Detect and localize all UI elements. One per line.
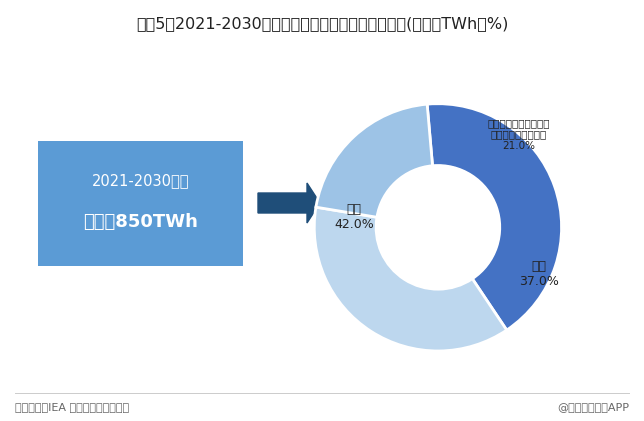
Text: 2021-2030年：: 2021-2030年： (91, 173, 189, 189)
Wedge shape (316, 104, 433, 217)
Text: 其他
37.0%: 其他 37.0% (519, 260, 559, 288)
Circle shape (376, 165, 500, 289)
Wedge shape (314, 207, 507, 351)
FancyBboxPatch shape (38, 141, 243, 266)
Polygon shape (258, 183, 320, 223)
Wedge shape (427, 104, 562, 330)
Text: 新增近850TWh: 新增近850TWh (83, 213, 198, 231)
Text: 资料来源：IEA 前瞻产业研究院整理: 资料来源：IEA 前瞻产业研究院整理 (15, 402, 129, 412)
Text: @前瞻经济学人APP: @前瞻经济学人APP (557, 402, 629, 412)
Text: 印度、印度尼西亚、巴
基斯坦、越南和巴西
21.0%: 印度、印度尼西亚、巴 基斯坦、越南和巴西 21.0% (487, 118, 549, 151)
Text: 图表5：2021-2030年全球水电新增发电量及来源分布(单位：TWh，%): 图表5：2021-2030年全球水电新增发电量及来源分布(单位：TWh，%) (136, 16, 508, 31)
Text: 中国
42.0%: 中国 42.0% (334, 203, 374, 232)
